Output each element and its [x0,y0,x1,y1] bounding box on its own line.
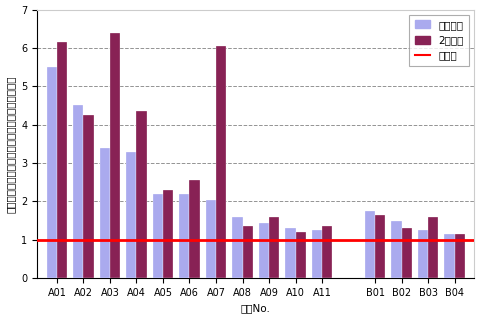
Bar [259,223,269,278]
Bar [312,230,322,278]
Bar [84,115,94,278]
Bar [57,42,67,278]
Bar [455,234,465,278]
Bar [216,46,226,278]
Bar [232,217,242,278]
Bar [428,217,438,278]
Bar [206,199,216,278]
Bar [163,190,173,278]
Bar [286,228,296,278]
Bar [444,234,455,278]
Bar [375,215,385,278]
Bar [296,232,306,278]
Bar [392,221,402,278]
Bar [242,226,252,278]
Bar [47,67,57,278]
Bar [180,194,190,278]
Bar [126,152,136,278]
Bar [322,226,332,278]
Legend: 規定の量, 2倍の量, さら湯: 規定の量, 2倍の量, さら湯 [409,15,469,66]
Bar [136,111,146,278]
Bar [100,148,110,278]
Bar [418,230,428,278]
Bar [110,33,120,278]
Bar [190,180,200,278]
Bar [402,228,412,278]
X-axis label: 銀柄No.: 銀柄No. [241,303,271,314]
Bar [73,106,84,278]
Bar [153,194,163,278]
Bar [269,217,279,278]
Bar [365,211,375,278]
Y-axis label: さら湯を１としたときのすべりやすさ（相対値）: さら湯を１としたときのすべりやすさ（相対値） [6,75,15,212]
